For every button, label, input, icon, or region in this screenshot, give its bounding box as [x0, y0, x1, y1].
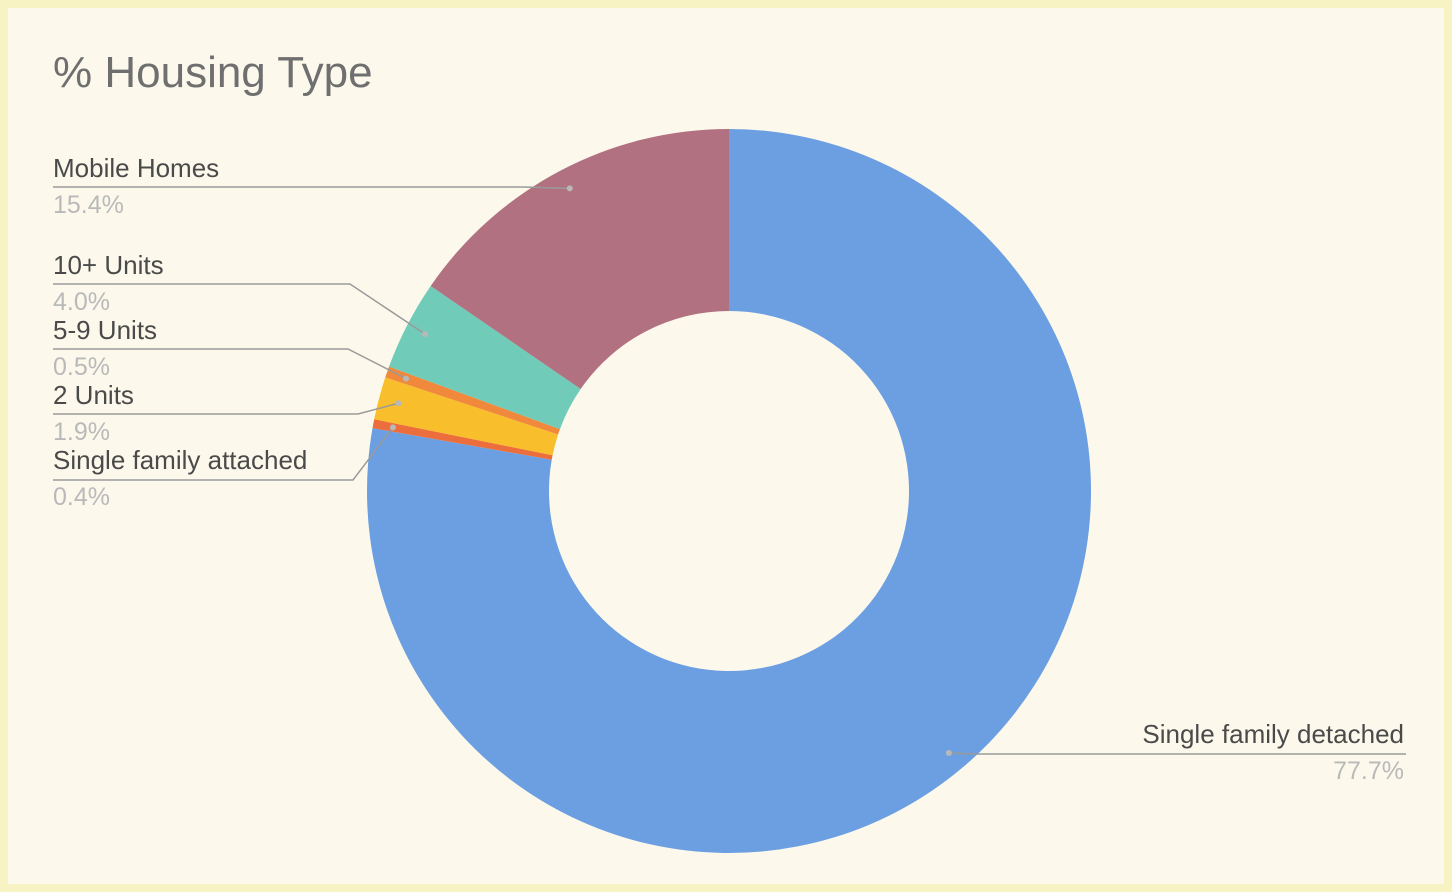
leader-dot-10-units — [422, 331, 429, 338]
value-mobile-homes: 15.4% — [53, 191, 124, 219]
labels-group: Single family detached 77.7% Single family… — [53, 153, 1404, 785]
leader-lines-group — [53, 185, 1406, 756]
slice-mobile-homes[interactable] — [430, 129, 729, 390]
label-single-family-attached: Single family attached — [53, 445, 307, 475]
value-10-units: 4.0% — [53, 288, 110, 316]
leader-dot-single-family-detached — [945, 749, 952, 756]
leader-dot-single-family-attached — [389, 424, 396, 431]
leader-line-10-units — [53, 283, 426, 335]
chart-title: % Housing Type — [53, 48, 373, 97]
leader-line-2-units — [53, 402, 399, 415]
label-2-units: 2 Units — [53, 380, 134, 410]
leader-dot-2-units — [395, 400, 402, 407]
leader-line-single-family-detached — [948, 752, 1406, 755]
value-2-units: 1.9% — [53, 418, 110, 446]
value-5-9-units: 0.5% — [53, 353, 110, 381]
leader-line-mobile-homes — [53, 186, 570, 190]
slices-group — [366, 129, 1092, 853]
leader-line-single-family-attached — [53, 426, 394, 481]
label-5-9-units: 5-9 Units — [53, 315, 157, 345]
leader-line-5-9-units — [53, 348, 407, 380]
slice-10-units[interactable] — [389, 285, 581, 430]
label-single-family-detached: Single family detached — [1142, 719, 1404, 749]
slice-5-9-units[interactable] — [385, 366, 560, 435]
value-single-family-attached: 0.4% — [53, 483, 110, 511]
slice-single-family-attached[interactable] — [372, 419, 553, 460]
chart-card: % Housing Type Single family detached 77.… — [8, 8, 1444, 884]
value-single-family-detached: 77.7% — [1333, 757, 1404, 785]
slice-single-family-detached[interactable] — [366, 129, 1092, 853]
donut-chart: Single family detached 77.7% Single family… — [53, 129, 1406, 853]
label-10-units: 10+ Units — [53, 250, 164, 280]
leader-dot-mobile-homes — [566, 185, 573, 192]
leader-dot-5-9-units — [403, 375, 410, 382]
label-mobile-homes: Mobile Homes — [53, 153, 219, 183]
slice-2-units[interactable] — [374, 377, 559, 456]
